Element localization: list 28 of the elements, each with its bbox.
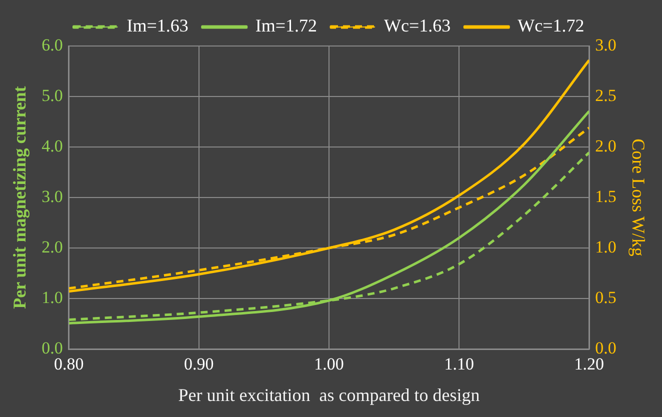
y-tick-label: 0.0 [42,338,63,358]
legend-label: Im=1.63 [126,16,188,36]
y2-tick-label: 1.5 [595,186,616,206]
y2-tick-label: 0.0 [595,338,616,358]
y-tick-label: 6.0 [42,35,63,54]
y-axis-title: Per unit magnetizing current [9,86,30,309]
legend-label: Wc=1.63 [384,16,451,36]
x-tick-label: 0.80 [54,354,84,374]
y-tick-label: 2.0 [42,237,63,256]
x-tick-label: 0.90 [184,354,214,374]
x-axis-title: Per unit excitation as compared to design [178,384,480,405]
y2-tick-label: 2.0 [595,136,616,156]
legend-label: Im=1.72 [255,16,318,36]
x-tick-label: 1.00 [314,354,344,374]
line-series [68,110,590,324]
y-tick-label: 5.0 [42,86,63,105]
y2-tick-label: 0.5 [595,288,616,307]
y2-axis-title: Core Loss W/kg [628,138,648,256]
line-series [68,58,590,293]
y2-tick-label: 2.5 [595,86,616,105]
x-tick-label: 1.20 [574,354,604,374]
legend-label: Wc=1.72 [518,16,584,36]
x-tick-label: 1.10 [444,354,474,374]
y2-tick-label: 1.0 [595,237,616,256]
y-tick-label: 1.0 [42,288,63,307]
y-tick-label: 3.0 [42,186,63,206]
y2-tick-label: 3.0 [595,35,616,54]
y-tick-label: 4.0 [42,136,63,156]
